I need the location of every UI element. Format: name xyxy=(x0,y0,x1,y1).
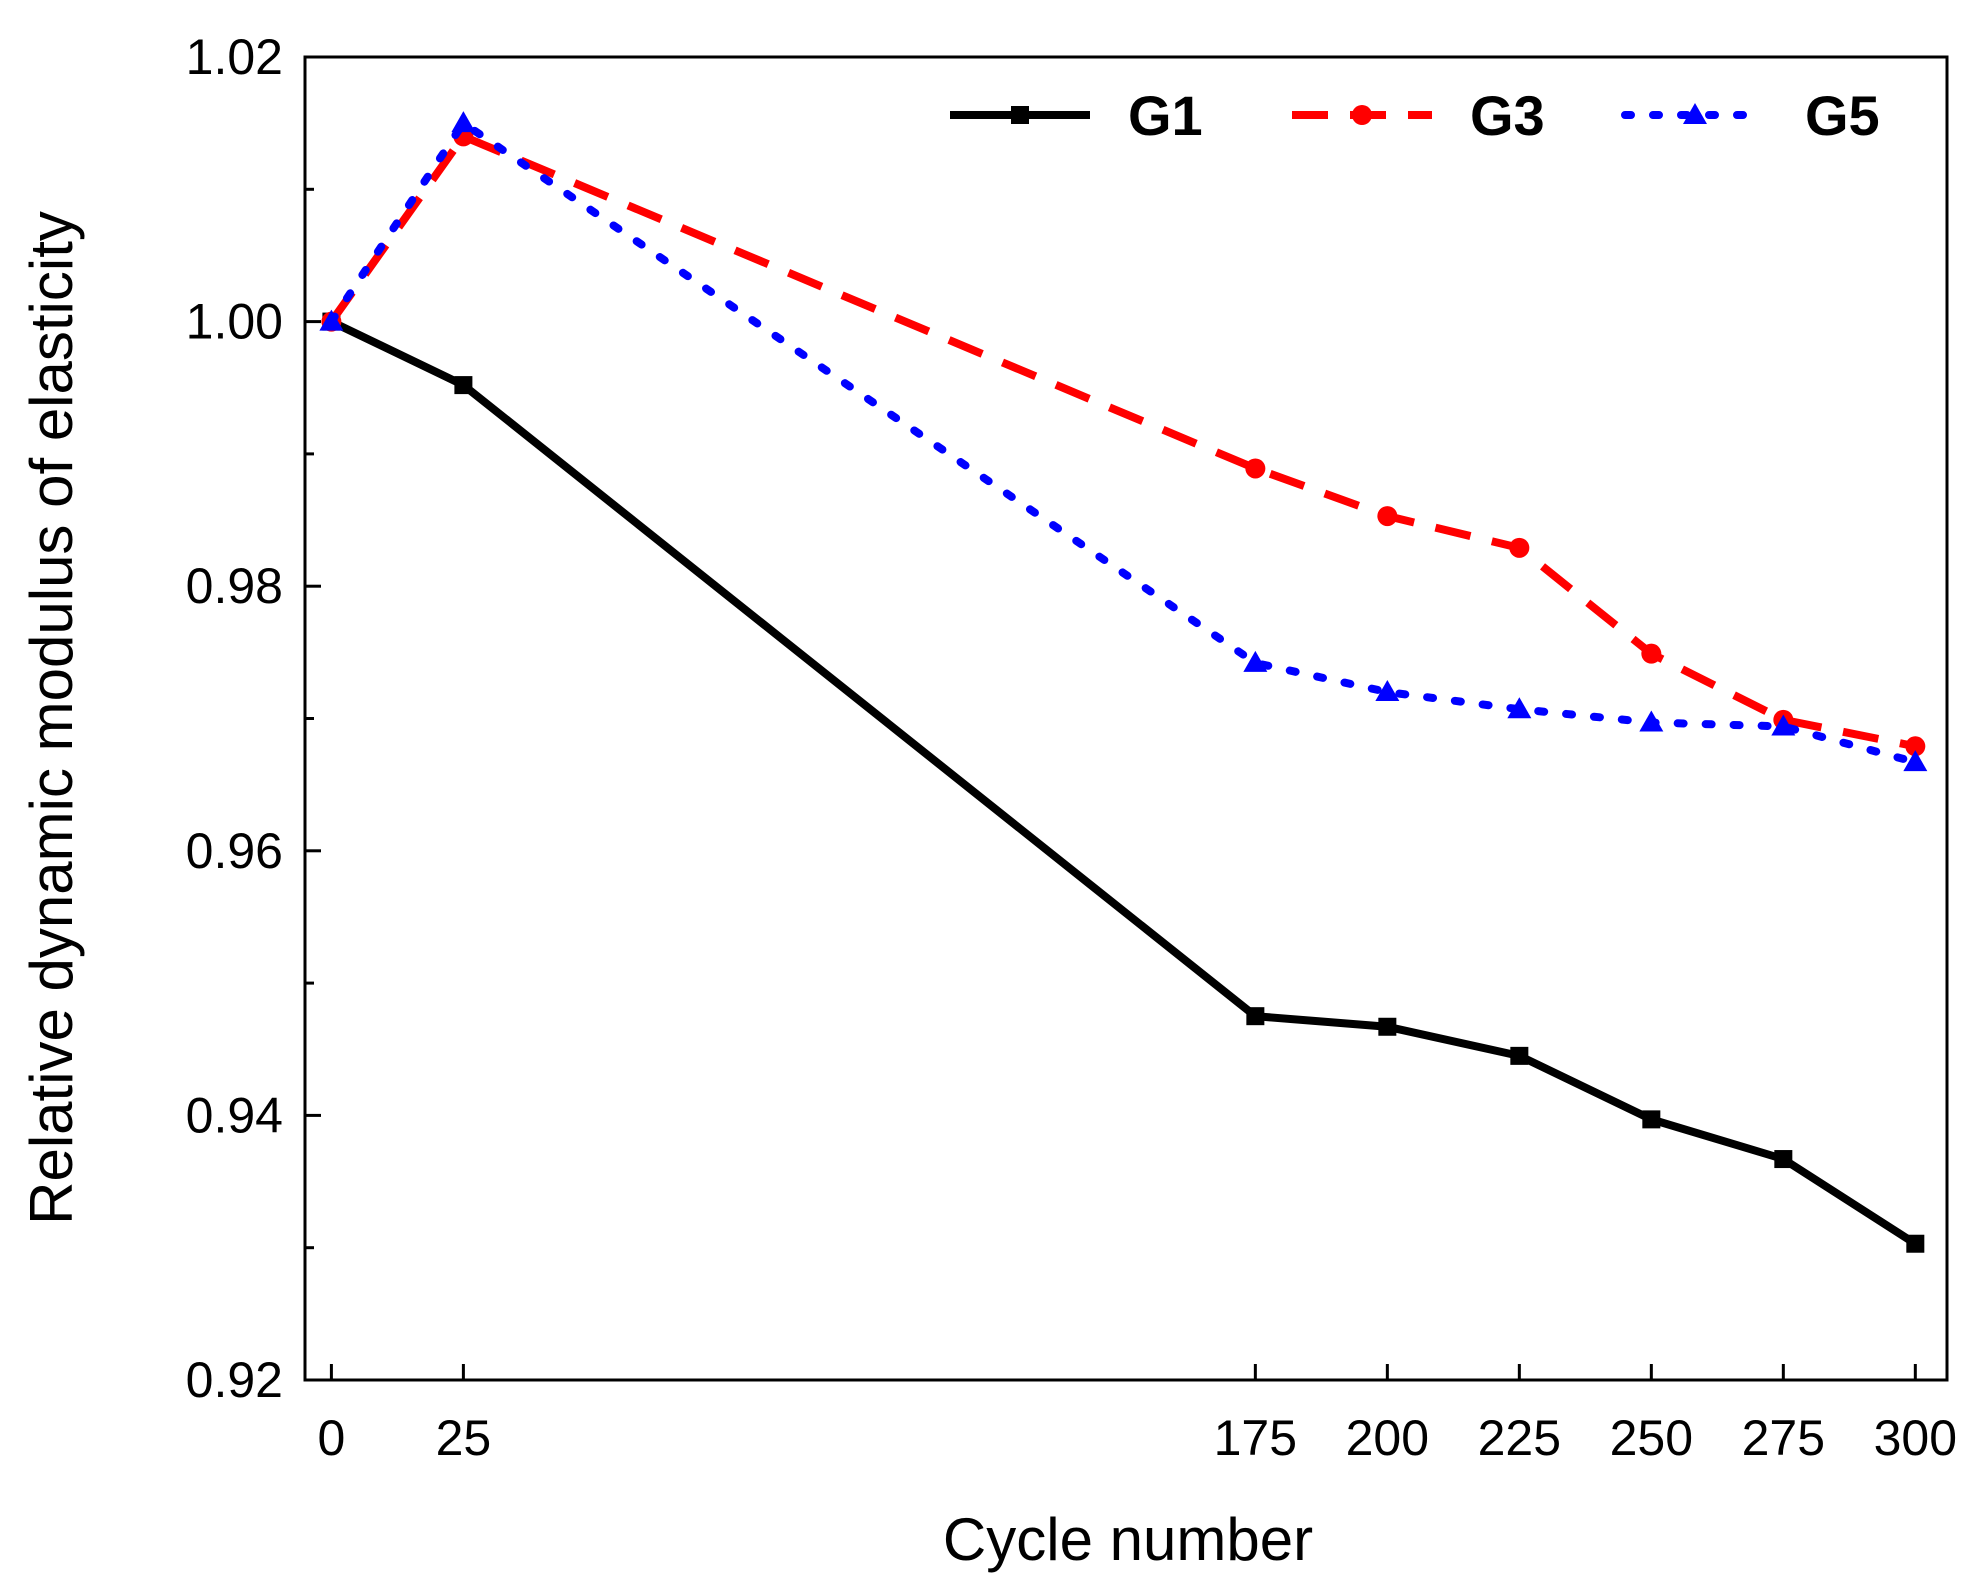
data-point-g1 xyxy=(1906,1234,1925,1253)
legend-label: G3 xyxy=(1470,84,1545,147)
y-tick-label: 1.00 xyxy=(186,294,283,350)
legend-marker xyxy=(1683,103,1707,124)
x-tick-label: 175 xyxy=(1214,1410,1297,1466)
x-tick-label: 0 xyxy=(317,1410,345,1466)
series-line-g5 xyxy=(327,119,1920,767)
legend-item-g3: G3 xyxy=(1292,84,1545,147)
x-tick-label: 300 xyxy=(1874,1410,1957,1466)
x-tick-label: 200 xyxy=(1346,1410,1429,1466)
legend-item-g5: G5 xyxy=(1621,84,1880,147)
data-point-g3 xyxy=(1377,506,1398,527)
x-tick-label: 25 xyxy=(436,1410,492,1466)
data-point-g5 xyxy=(1771,714,1796,736)
data-point-g5 xyxy=(451,111,476,133)
data-point-g3 xyxy=(1245,458,1266,479)
data-point-g1 xyxy=(1510,1046,1529,1065)
data-point-g1 xyxy=(454,376,473,395)
data-point-g5 xyxy=(1243,650,1268,672)
x-tick-label: 225 xyxy=(1478,1410,1561,1466)
data-point-g5 xyxy=(1903,750,1928,772)
legend-marker xyxy=(1352,105,1372,125)
data-point-g1 xyxy=(1774,1150,1793,1169)
series-line-g3 xyxy=(328,132,1917,751)
series-layer xyxy=(319,111,1928,1253)
legend-label: G5 xyxy=(1805,84,1880,147)
y-axis: 0.92 0.94 0.96 0.98 1.00 1.02 xyxy=(186,29,321,1408)
data-point-g1 xyxy=(1246,1007,1265,1026)
y-tick-label: 0.92 xyxy=(186,1352,283,1408)
data-point-g1 xyxy=(1378,1017,1397,1036)
series-g1 xyxy=(322,312,1925,1253)
series-g5 xyxy=(319,111,1928,772)
data-point-g3 xyxy=(1509,537,1530,558)
data-point-g5 xyxy=(1639,710,1664,732)
y-tick-label: 0.98 xyxy=(186,558,283,614)
x-tick-label: 275 xyxy=(1742,1410,1825,1466)
series-g3 xyxy=(321,126,1926,757)
legend-item-g1: G1 xyxy=(950,84,1203,147)
x-tick-label: 250 xyxy=(1610,1410,1693,1466)
data-point-g3 xyxy=(1641,643,1662,664)
data-point-g5 xyxy=(319,309,344,331)
y-tick-label: 0.96 xyxy=(186,823,283,879)
y-tick-label: 0.94 xyxy=(186,1087,283,1143)
data-point-g5 xyxy=(1375,680,1400,702)
legend: G1 G3 G5 xyxy=(950,84,1880,147)
data-point-g3 xyxy=(1905,736,1926,757)
data-point-g1 xyxy=(1642,1110,1661,1129)
y-axis-title: Relative dynamic modulus of elasticity xyxy=(18,211,85,1225)
series-line-g1 xyxy=(329,317,1918,1248)
data-point-g5 xyxy=(1507,697,1532,719)
legend-marker xyxy=(1011,106,1029,124)
x-axis-title: Cycle number xyxy=(943,1506,1313,1573)
legend-label: G1 xyxy=(1128,84,1203,147)
x-axis: 0 25 175 200 225 250 275 300 xyxy=(317,1364,1957,1466)
plot-frame xyxy=(303,55,1949,1382)
y-tick-label: 1.02 xyxy=(186,29,283,85)
